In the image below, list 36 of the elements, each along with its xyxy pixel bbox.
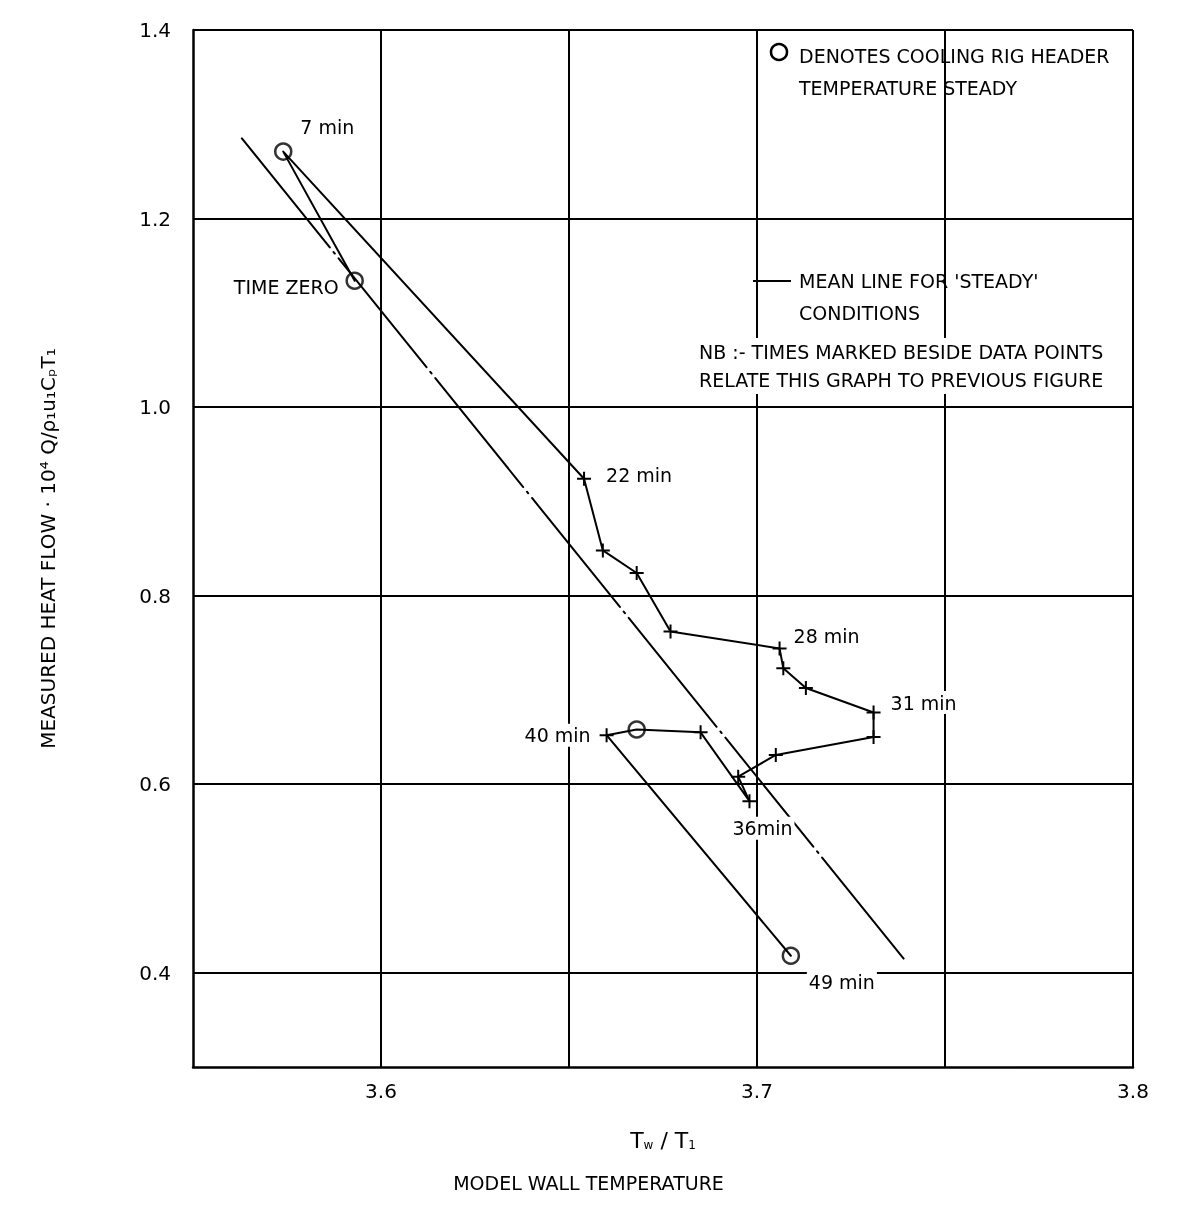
x-tick-label: 3.7 [741, 1079, 773, 1103]
point [576, 470, 593, 487]
x-tick-label: 3.6 [365, 1079, 397, 1103]
y-tick-label: 0.4 [139, 960, 171, 985]
annotation: 28 min [793, 625, 860, 648]
annotation: 40 min [524, 724, 591, 747]
point [628, 565, 645, 582]
y-tick-label: 1.4 [139, 18, 171, 42]
y-tick-label: 1.0 [139, 395, 171, 420]
annotation: 49 min [808, 970, 875, 993]
y-tick-label: 0.8 [139, 583, 171, 608]
annotation: 22 min [606, 463, 673, 486]
point [865, 729, 882, 746]
point [865, 704, 882, 721]
point [692, 724, 709, 741]
point [781, 946, 801, 965]
y-tick-label: 1.2 [139, 206, 171, 231]
point [594, 542, 611, 559]
text: MODEL WALL TEMPERATURE [453, 1171, 724, 1194]
x-axis-title: Tw / T1 [629, 1127, 696, 1153]
point [741, 793, 758, 810]
point [598, 727, 615, 744]
annotation: 36min [732, 817, 793, 840]
annotation: 7 min [300, 115, 355, 138]
point [797, 680, 814, 697]
point [662, 623, 679, 640]
annotation: 31 min [890, 691, 957, 714]
y-axis-title: MEASURED HEAT FLOW · 10⁴ Q/ρ₁u₁CₚT₁ [36, 348, 60, 749]
point [771, 640, 788, 657]
x-tick-label: 3.8 [1117, 1079, 1149, 1103]
point [730, 768, 747, 785]
annotation: NB :- TIMES MARKED BESIDE DATA POINTS RELATE THIS GRAPH TO PREVIOUS FIGURE [699, 341, 1110, 391]
point [767, 746, 784, 763]
point [775, 660, 792, 677]
annotation: TIME ZERO [232, 275, 339, 298]
y-tick-label: 0.6 [139, 772, 171, 797]
